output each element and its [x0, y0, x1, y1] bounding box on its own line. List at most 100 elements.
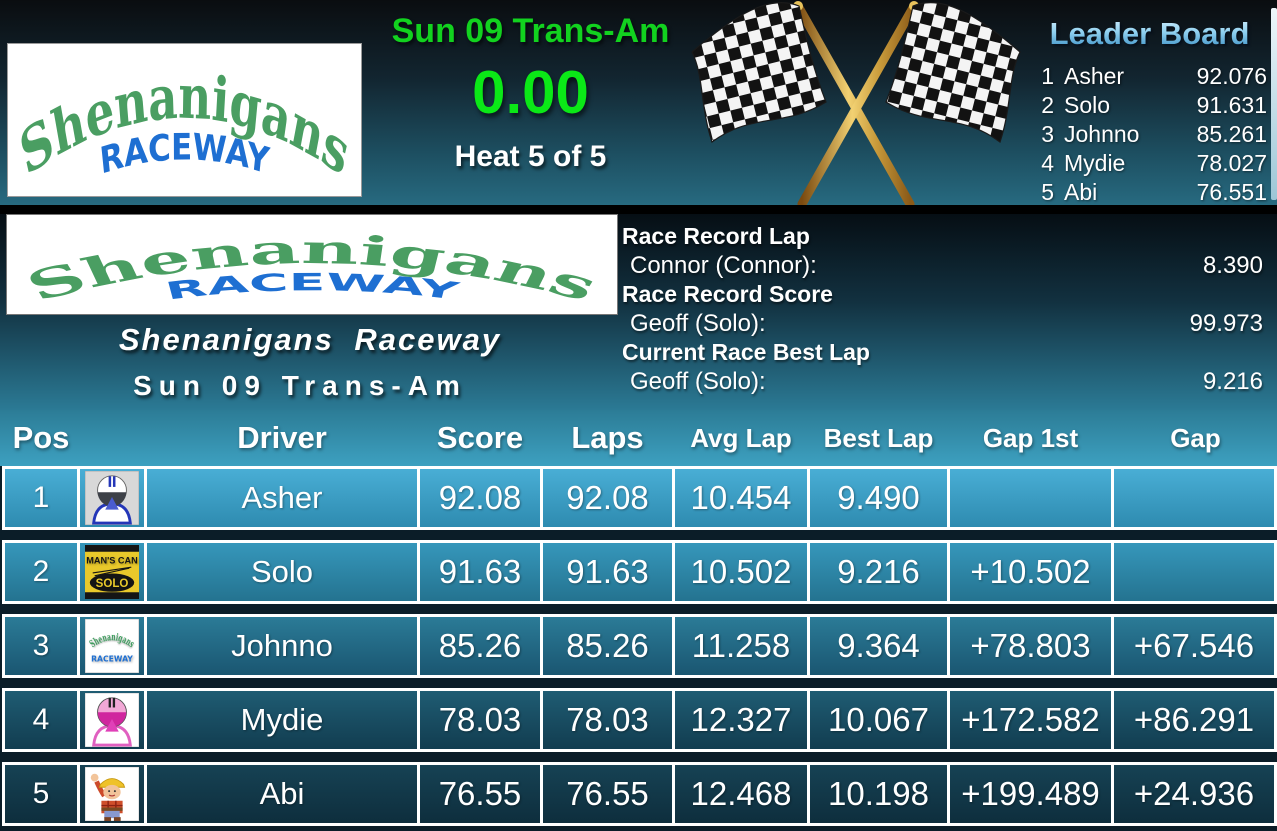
- shenanigans-raceway-logo: Shenanigans RACEWAY: [7, 43, 362, 197]
- leaderboard-pos: 2: [1041, 92, 1054, 118]
- builder-cartoon-icon: [85, 767, 139, 821]
- svg-text:MAN'S CAN: MAN'S CAN: [86, 555, 138, 565]
- results-table-header: Pos Driver Score Laps Avg Lap Best Lap G…: [2, 410, 1277, 466]
- leaderboard-score: 92.076: [1196, 63, 1267, 89]
- svg-text:SOLO: SOLO: [96, 578, 129, 590]
- track-name: Shenanigans Raceway: [118, 322, 502, 357]
- screen-edge-highlight: [1271, 8, 1277, 200]
- heat-counter: Heat 5 of 5: [454, 140, 607, 173]
- cell-score: 85.26: [420, 617, 540, 675]
- leaderboard-pos: 1: [1041, 63, 1054, 89]
- cell-score: 78.03: [420, 691, 540, 749]
- cell-best-lap: 10.198: [810, 765, 947, 823]
- cell-avatar: Shenanigans RACEWAY: [80, 617, 144, 675]
- leaderboard-title: Leader Board: [1032, 16, 1267, 52]
- event-name: Sun 09 Trans-Am: [133, 370, 467, 401]
- cell-gap-1st: +199.489: [950, 765, 1111, 823]
- leaderboard-entry: 3 Johnno 85.261: [1032, 120, 1267, 149]
- cell-driver: Asher: [147, 469, 417, 527]
- cell-best-lap: 10.067: [810, 691, 947, 749]
- race-status-panel: Sun 09 Trans-Am 0.00 Heat 5 of 5: [363, 0, 698, 205]
- leaderboard-name: Johnno: [1064, 121, 1140, 147]
- cell-avg-lap: 10.454: [675, 469, 807, 527]
- leaderboard-pos: 5: [1041, 179, 1054, 205]
- logo-name-text: Shenanigans: [18, 227, 607, 311]
- record-label: Race Record Score: [622, 281, 833, 307]
- leaderboard-score: 91.631: [1196, 92, 1267, 118]
- col-header-pos: Pos: [12, 420, 70, 455]
- mans-can-solo-icon: MAN'S CAN SOLO: [85, 545, 139, 599]
- cell-driver: Johnno: [147, 617, 417, 675]
- shenanigans-logo-icon: Shenanigans RACEWAY: [14, 60, 356, 190]
- col-header-score: Score: [436, 420, 524, 455]
- cell-laps: 85.26: [543, 617, 672, 675]
- shenanigans-logo-icon: Shenanigans RACEWAY: [85, 619, 139, 673]
- record-label: Current Race Best Lap: [622, 339, 870, 365]
- leaderboard-entry: 1 Asher 92.076: [1032, 62, 1267, 91]
- record-value: 9.216: [1202, 368, 1263, 395]
- cell-score: 76.55: [420, 765, 540, 823]
- cell-score: 92.08: [420, 469, 540, 527]
- cell-gap-1st: +78.803: [950, 617, 1111, 675]
- leaderboard-score: 76.551: [1196, 179, 1267, 205]
- leaderboard-entry: 5 Abi 76.551: [1032, 178, 1267, 207]
- table-row: 3 Shenanigans RACEWAY Johnno 85.26 85.26…: [2, 614, 1277, 678]
- race-timer: 0.00: [472, 59, 589, 126]
- cell-gap-1st: +10.502: [950, 543, 1111, 601]
- record-label: Race Record Lap: [622, 223, 810, 249]
- leaderboard-panel: Leader Board 1 Asher 92.076 2 Solo 91.63…: [1032, 16, 1267, 207]
- cell-gap: [1114, 469, 1274, 527]
- cell-gap: +67.546: [1114, 617, 1274, 675]
- cell-driver: Abi: [147, 765, 417, 823]
- leaderboard-pos: 3: [1041, 121, 1054, 147]
- col-header-gap-1st: Gap 1st: [982, 422, 1079, 453]
- svg-text:Shenanigans: Shenanigans: [87, 631, 136, 650]
- cell-gap-1st: [950, 469, 1111, 527]
- cell-best-lap: 9.490: [810, 469, 947, 527]
- cell-pos: 4: [5, 691, 77, 749]
- section-divider: [0, 205, 1277, 214]
- col-header-laps: Laps: [571, 420, 644, 455]
- record-value: 99.973: [1189, 310, 1263, 337]
- record-holder: Connor (Connor):: [630, 252, 817, 279]
- col-header-avg-lap: Avg Lap: [690, 422, 792, 453]
- cell-gap: +86.291: [1114, 691, 1274, 749]
- record-holder: Geoff (Solo):: [630, 368, 766, 395]
- cell-avg-lap: 12.327: [675, 691, 807, 749]
- svg-text:RACEWAY: RACEWAY: [162, 268, 462, 305]
- record-entry: Geoff (Solo): 9.216: [622, 367, 1263, 396]
- cell-pos: 2: [5, 543, 77, 601]
- cell-laps: 92.08: [543, 469, 672, 527]
- cell-avatar: [80, 691, 144, 749]
- logo-name-text: Shenanigans: [14, 60, 356, 190]
- logo-subtitle-text: RACEWAY: [162, 268, 462, 305]
- top-banner: Shenanigans RACEWAY Sun 09 Trans-Am 0.00…: [0, 0, 1277, 205]
- cell-avatar: [80, 765, 144, 823]
- results-table-body: 1 Asher 92.08 92.08 10.454 9.490: [0, 466, 1277, 831]
- crossed-checkered-flags-icon: [691, 1, 1021, 205]
- cell-laps: 78.03: [543, 691, 672, 749]
- table-row: 1 Asher 92.08 92.08 10.454 9.490: [2, 466, 1277, 530]
- blue-helmet-icon: [85, 471, 139, 525]
- pink-helmet-icon: [85, 693, 139, 747]
- cell-avg-lap: 12.468: [675, 765, 807, 823]
- table-header-band: [0, 410, 1277, 466]
- cell-laps: 91.63: [543, 543, 672, 601]
- table-row: 2 MAN'S CAN SOLO Solo 91.63 91.63 10.502…: [2, 540, 1277, 604]
- col-header-driver: Driver: [237, 420, 327, 455]
- col-header-best-lap: Best Lap: [823, 422, 934, 453]
- record-entry: Connor (Connor): 8.390: [622, 251, 1263, 280]
- shenanigans-raceway-logo-wide: Shenanigans RACEWAY: [6, 214, 618, 315]
- svg-text:Shenanigans: Shenanigans: [18, 227, 607, 311]
- svg-text:Shenanigans: Shenanigans: [14, 60, 356, 190]
- cell-gap: +24.936: [1114, 765, 1274, 823]
- cell-driver: Solo: [147, 543, 417, 601]
- leaderboard-score: 85.261: [1196, 121, 1267, 147]
- cell-gap: [1114, 543, 1274, 601]
- cell-avg-lap: 11.258: [675, 617, 807, 675]
- leaderboard-entry: 2 Solo 91.631: [1032, 91, 1267, 120]
- leaderboard-name: Mydie: [1064, 150, 1126, 176]
- cell-best-lap: 9.364: [810, 617, 947, 675]
- event-info-section: Shenanigans RACEWAY Shenanigans Raceway …: [0, 214, 1277, 410]
